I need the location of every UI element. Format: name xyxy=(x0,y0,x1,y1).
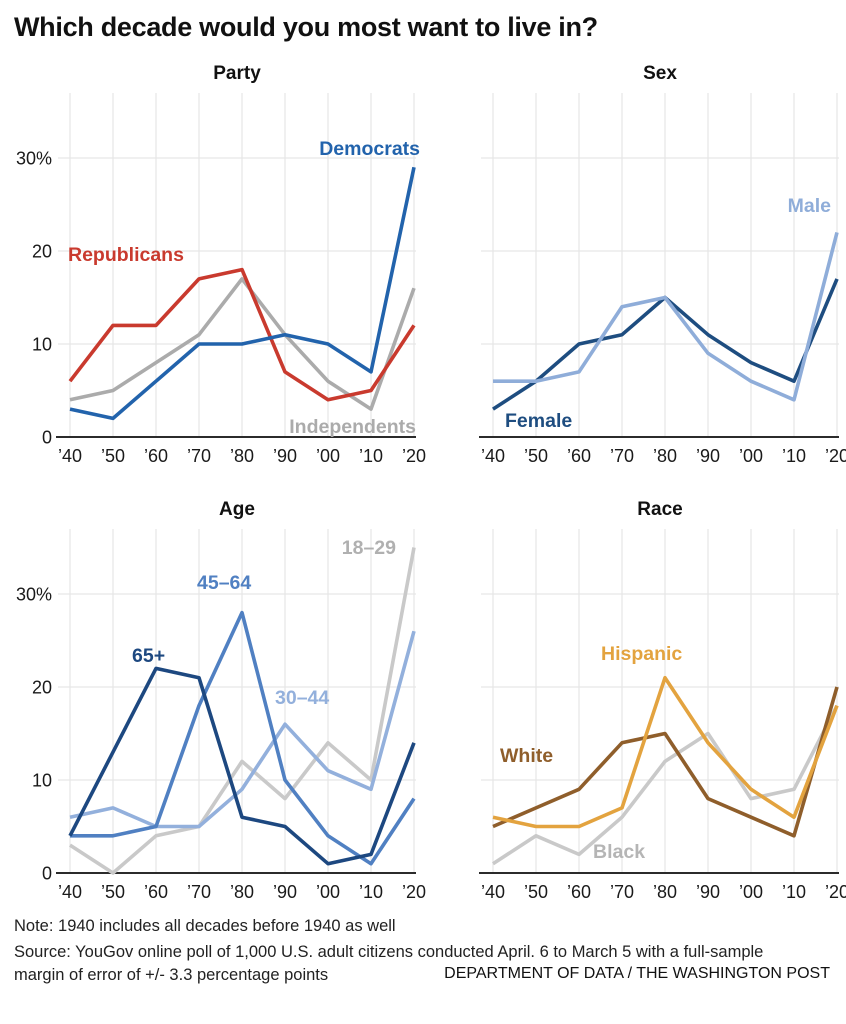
x-tick-label: ’80 xyxy=(230,446,254,466)
series-label-black: Black xyxy=(593,841,645,863)
x-tick-label: ’70 xyxy=(610,446,634,466)
series-label-30-44: 30–44 xyxy=(275,687,329,709)
x-tick-label: ’60 xyxy=(567,882,591,902)
x-tick-label: ’40 xyxy=(481,882,505,902)
y-tick-label: 20 xyxy=(32,242,52,262)
page: Which decade would you most want to live… xyxy=(0,12,846,986)
x-tick-label: ’00 xyxy=(316,882,340,902)
x-tick-label: ’50 xyxy=(101,882,125,902)
series-line-independents xyxy=(69,277,416,411)
x-tick-label: ’90 xyxy=(696,882,720,902)
x-tick-label: ’70 xyxy=(187,446,211,466)
series-label-male: Male xyxy=(788,195,832,217)
panel-title-age: Age xyxy=(219,499,255,521)
series-label-independents: Independents xyxy=(289,416,416,438)
series-line-male xyxy=(493,231,839,402)
series-line-democrats xyxy=(69,166,416,421)
panel-race: Race ’40 ’50 ’60 ’70 ’80 ’90 ’00 ’10 ’20 Black Whi… xyxy=(423,471,846,907)
x-tick-label: ’40 xyxy=(58,882,82,902)
series-line-45-64 xyxy=(70,610,416,866)
series-label-female: Female xyxy=(505,410,572,432)
series-label-65plus: 65+ xyxy=(132,645,165,667)
x-tick-label: ’20 xyxy=(402,882,426,902)
chart-svg-sex: ’40 ’50 ’60 ’70 ’80 ’90 ’00 ’10 ’20 Female Male xyxy=(479,93,846,466)
panel-party: Party 30% 20 10 0 ’40 ’50 ’60 ’70 ’80 ’90 ’00 ’10 ’2… xyxy=(0,57,426,471)
chart-svg-age: 30% 20 10 0 ’40 ’50 ’60 ’70 ’80 ’90 ’00 ’10 ’20 18–29… xyxy=(16,529,426,902)
panel-sex: Sex ’40 ’50 ’60 ’70 ’80 ’90 ’00 ’10 ’20 Female Mal… xyxy=(423,57,846,471)
x-tick-label: ’50 xyxy=(524,882,548,902)
page-title: Which decade would you most want to live… xyxy=(14,12,598,42)
panel-age: Age 30% 20 10 0 ’40 ’50 ’60 ’70 ’80 ’90 ’00 ’10 ’20 1… xyxy=(0,471,426,907)
x-tick-label: ’70 xyxy=(187,882,211,902)
panel-title-party: Party xyxy=(213,63,261,85)
y-tick-label: 0 xyxy=(42,864,52,884)
x-tick-label: ’70 xyxy=(610,882,634,902)
y-tick-label: 0 xyxy=(42,428,52,448)
x-tick-label: ’00 xyxy=(316,446,340,466)
x-tick-label: ’60 xyxy=(144,882,168,902)
y-tick-label: 10 xyxy=(32,771,52,791)
panel-title-race: Race xyxy=(637,499,683,521)
x-tick-label: ’10 xyxy=(359,446,383,466)
series-line-republicans xyxy=(68,267,416,402)
series-label-18-29: 18–29 xyxy=(342,537,396,559)
chart-svg-party: 30% 20 10 0 ’40 ’50 ’60 ’70 ’80 ’90 ’00 ’10 ’20 Indep… xyxy=(16,93,426,466)
x-tick-label: ’00 xyxy=(739,446,763,466)
x-tick-label: ’80 xyxy=(653,446,677,466)
series-label-white: White xyxy=(500,745,553,767)
series-label-hispanic: Hispanic xyxy=(601,643,682,665)
x-tick-label: ’90 xyxy=(273,882,297,902)
chart-svg-race: ’40 ’50 ’60 ’70 ’80 ’90 ’00 ’10 ’20 Black White His… xyxy=(479,529,846,902)
y-tick-label: 10 xyxy=(32,335,52,355)
x-tick-label: ’20 xyxy=(825,882,846,902)
footer: Note: 1940 includes all decades before 1… xyxy=(14,915,832,986)
footer-credit: DEPARTMENT OF DATA / THE WASHINGTON POST xyxy=(444,965,830,983)
x-tick-label: ’50 xyxy=(524,446,548,466)
x-tick-label: ’00 xyxy=(739,882,763,902)
x-tick-label: ’50 xyxy=(101,446,125,466)
series-line-65plus xyxy=(68,666,416,866)
series-line-white xyxy=(492,686,839,838)
y-tick-label: 20 xyxy=(32,678,52,698)
x-tick-label: ’80 xyxy=(230,882,254,902)
x-tick-label: ’10 xyxy=(782,446,806,466)
footer-source: Source: YouGov online poll of 1,000 U.S.… xyxy=(14,942,764,984)
series-label-republicans: Republicans xyxy=(68,244,184,266)
x-tick-label: ’90 xyxy=(696,446,720,466)
x-tick-label: ’80 xyxy=(653,882,677,902)
x-tick-label: ’20 xyxy=(825,446,846,466)
x-tick-label: ’20 xyxy=(402,446,426,466)
series-line-30-44 xyxy=(69,630,416,829)
x-tick-label: ’40 xyxy=(481,446,505,466)
series-label-45-64: 45–64 xyxy=(197,572,251,594)
charts-grid: Party 30% 20 10 0 ’40 ’50 ’60 ’70 ’80 ’90 ’00 ’10 ’2… xyxy=(0,57,846,907)
x-tick-label: ’10 xyxy=(359,882,383,902)
x-tick-label: ’60 xyxy=(567,446,591,466)
y-tick-label: 30% xyxy=(16,149,52,169)
y-tick-label: 30% xyxy=(16,585,52,605)
footer-note: Note: 1940 includes all decades before 1… xyxy=(14,917,396,936)
series-line-18-29 xyxy=(69,547,416,875)
series-line-hispanic xyxy=(492,675,839,829)
x-tick-label: ’60 xyxy=(144,446,168,466)
series-line-black xyxy=(492,704,839,866)
x-tick-label: ’40 xyxy=(58,446,82,466)
panel-title-sex: Sex xyxy=(643,63,677,85)
x-tick-label: ’90 xyxy=(273,446,297,466)
series-label-democrats: Democrats xyxy=(319,138,420,160)
x-tick-label: ’10 xyxy=(782,882,806,902)
